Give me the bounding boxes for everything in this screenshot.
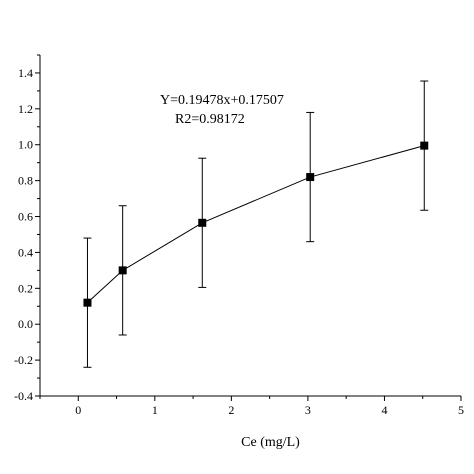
data-point xyxy=(198,218,207,227)
y-tick-label: -0.4 xyxy=(14,389,33,403)
y-tick-label: -0.2 xyxy=(14,353,33,367)
y-tick-label: 1.2 xyxy=(18,102,33,116)
data-point xyxy=(118,266,127,275)
y-tick-label: 0.6 xyxy=(18,210,33,224)
y-tick-label: 1.4 xyxy=(18,66,33,80)
x-tick-label: 0 xyxy=(75,403,81,417)
data-point xyxy=(420,141,429,150)
x-tick-label: 5 xyxy=(458,403,464,417)
x-axis-title: Ce (mg/L) xyxy=(241,435,300,450)
axes: -0.4 -0.2 0.0 0.2 0.4 0.6 0.8 1.0 1.2 1.4 0 1 2 3 4 5 xyxy=(14,54,464,417)
x-tick-label: 4 xyxy=(381,403,387,417)
data-point xyxy=(83,298,92,307)
x-tick-label: 1 xyxy=(152,403,158,417)
regression-equation: Y=0.19478x+0.17507 xyxy=(160,93,284,108)
data-point xyxy=(306,173,315,182)
y-tick-label: 1.0 xyxy=(18,138,33,152)
y-tick-label: 0.2 xyxy=(18,281,33,295)
x-tick-label: 3 xyxy=(305,403,311,417)
data-series xyxy=(83,80,429,368)
labels: Ce (mg/L) Y=0.19478x+0.17507 R2=0.98172 xyxy=(160,93,300,450)
y-tick-label: 0.4 xyxy=(18,245,33,259)
y-tick-label: 0.8 xyxy=(18,174,33,188)
y-tick-label: 0.0 xyxy=(18,317,33,331)
series-line xyxy=(87,145,425,304)
r-squared-value: R2=0.98172 xyxy=(175,112,245,127)
x-tick-label: 2 xyxy=(228,403,234,417)
